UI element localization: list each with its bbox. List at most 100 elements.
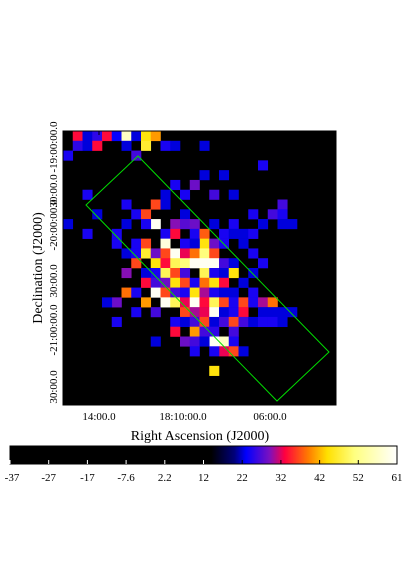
heatmap-cell xyxy=(141,209,152,220)
y-tick-label: -19:00:00.0 xyxy=(48,121,60,173)
heatmap-cell xyxy=(189,316,200,328)
x-axis-ticks xyxy=(98,131,271,405)
heatmap-cell xyxy=(180,287,191,298)
colorbar-tick-label: 42 xyxy=(314,472,325,484)
heatmap-cell xyxy=(219,307,230,318)
heatmap-cell xyxy=(121,219,132,230)
heatmap-cell xyxy=(248,297,259,308)
heatmap-cell xyxy=(228,336,239,347)
y-tick-label: -21:00:00.0 xyxy=(48,304,60,356)
heatmap-cell xyxy=(287,219,298,230)
heatmap-cell xyxy=(170,179,181,191)
heatmap-cell xyxy=(258,316,269,328)
heatmap-cell xyxy=(277,219,288,230)
x-axis-label: Right Ascension (J2000) xyxy=(131,429,270,444)
heatmap-cell xyxy=(82,189,93,200)
heatmap-cell xyxy=(111,228,122,239)
colorbar-tick-label: 2.2 xyxy=(158,472,172,484)
heatmap-cell xyxy=(199,336,210,347)
colorbar-tick-label: -27 xyxy=(41,472,56,484)
heatmap-cell xyxy=(258,297,269,308)
heatmap-cell xyxy=(209,287,220,298)
heatmap-cell xyxy=(150,219,161,230)
heatmap-cell xyxy=(82,131,93,142)
heatmap-cell xyxy=(141,219,152,230)
colorbar-tick-label: 22 xyxy=(237,472,248,484)
heatmap-cell xyxy=(141,277,152,288)
x-tick-label: 18:10:00.0 xyxy=(159,411,207,423)
colorbar-tick-label: 52 xyxy=(353,472,364,484)
heatmap-cell xyxy=(150,268,161,279)
heatmap-cell xyxy=(199,140,210,151)
heatmap-cell xyxy=(150,131,161,142)
heatmap-cell xyxy=(228,189,239,200)
heatmap-cell xyxy=(131,209,142,220)
heatmap-cell xyxy=(102,297,113,308)
heatmap-cell xyxy=(228,316,239,328)
heatmap-cell xyxy=(219,287,230,298)
heatmap-cell xyxy=(189,287,200,298)
heatmap-cell xyxy=(209,297,220,308)
heatmap-cell xyxy=(238,228,249,239)
colorbar-tick-label: 61 xyxy=(392,472,403,484)
heatmap-cell xyxy=(131,307,142,318)
heatmap-cell xyxy=(170,277,181,288)
heatmap-cell xyxy=(189,297,200,308)
heatmap-cell xyxy=(150,199,161,210)
heatmap-cell xyxy=(248,287,259,298)
heatmap-cell xyxy=(219,170,230,181)
heatmap-cell xyxy=(141,268,152,279)
heatmap-cell xyxy=(277,316,288,328)
heatmap-cell xyxy=(170,140,181,151)
heatmap-cell xyxy=(160,199,171,210)
heatmap-cell xyxy=(228,346,239,357)
region-box-overlay xyxy=(85,155,330,402)
heatmap-cell xyxy=(209,219,220,230)
heatmap-cell xyxy=(131,248,142,259)
heatmap-cell xyxy=(170,258,181,269)
heatmap-cell xyxy=(150,248,161,259)
heatmap-cell xyxy=(277,307,288,318)
heatmap-cell xyxy=(160,277,171,288)
heatmap-cell xyxy=(238,316,249,328)
heatmap-cell xyxy=(277,199,288,210)
heatmap-cell xyxy=(287,307,298,318)
heatmap-cell xyxy=(160,297,171,308)
heatmap-cell xyxy=(219,228,230,239)
heatmap-cell xyxy=(180,248,191,259)
heatmap-cell xyxy=(170,316,181,328)
heatmap-cell xyxy=(160,140,171,151)
heatmap-cell xyxy=(111,297,122,308)
heatmap-cell xyxy=(150,307,161,318)
heatmap-cell xyxy=(209,365,220,376)
heatmap-cell xyxy=(248,228,259,239)
heatmap-cell xyxy=(180,238,191,249)
heatmap-cell xyxy=(160,228,171,239)
heatmap-cell xyxy=(121,199,132,210)
heatmap-cell xyxy=(258,307,269,318)
heatmap-cell xyxy=(219,346,230,357)
heatmap-cell xyxy=(189,219,200,230)
heatmap-cell xyxy=(228,287,239,298)
heatmap-cell xyxy=(63,219,74,230)
heatmap-cell xyxy=(238,297,249,308)
heatmap-cell xyxy=(170,228,181,239)
heatmap-cell xyxy=(228,228,239,239)
heatmap-cell xyxy=(131,258,142,269)
heatmap-cell xyxy=(150,258,161,269)
heatmap-cell xyxy=(189,228,200,239)
heatmap-cell xyxy=(209,258,220,269)
heatmap-cell xyxy=(209,268,220,279)
heatmap-cell xyxy=(199,326,210,337)
heatmap-cell xyxy=(219,316,230,328)
y-axis-label: Declination (J2000) xyxy=(31,212,46,324)
heatmap-cell xyxy=(150,287,161,298)
heatmap-cells xyxy=(63,131,298,376)
heatmap-cell xyxy=(141,131,152,142)
heatmap-cell xyxy=(199,307,210,318)
heatmap-cell xyxy=(141,140,152,151)
heatmap-cell xyxy=(150,336,161,347)
heatmap-cell xyxy=(180,316,191,328)
heatmap-cell xyxy=(258,219,269,230)
